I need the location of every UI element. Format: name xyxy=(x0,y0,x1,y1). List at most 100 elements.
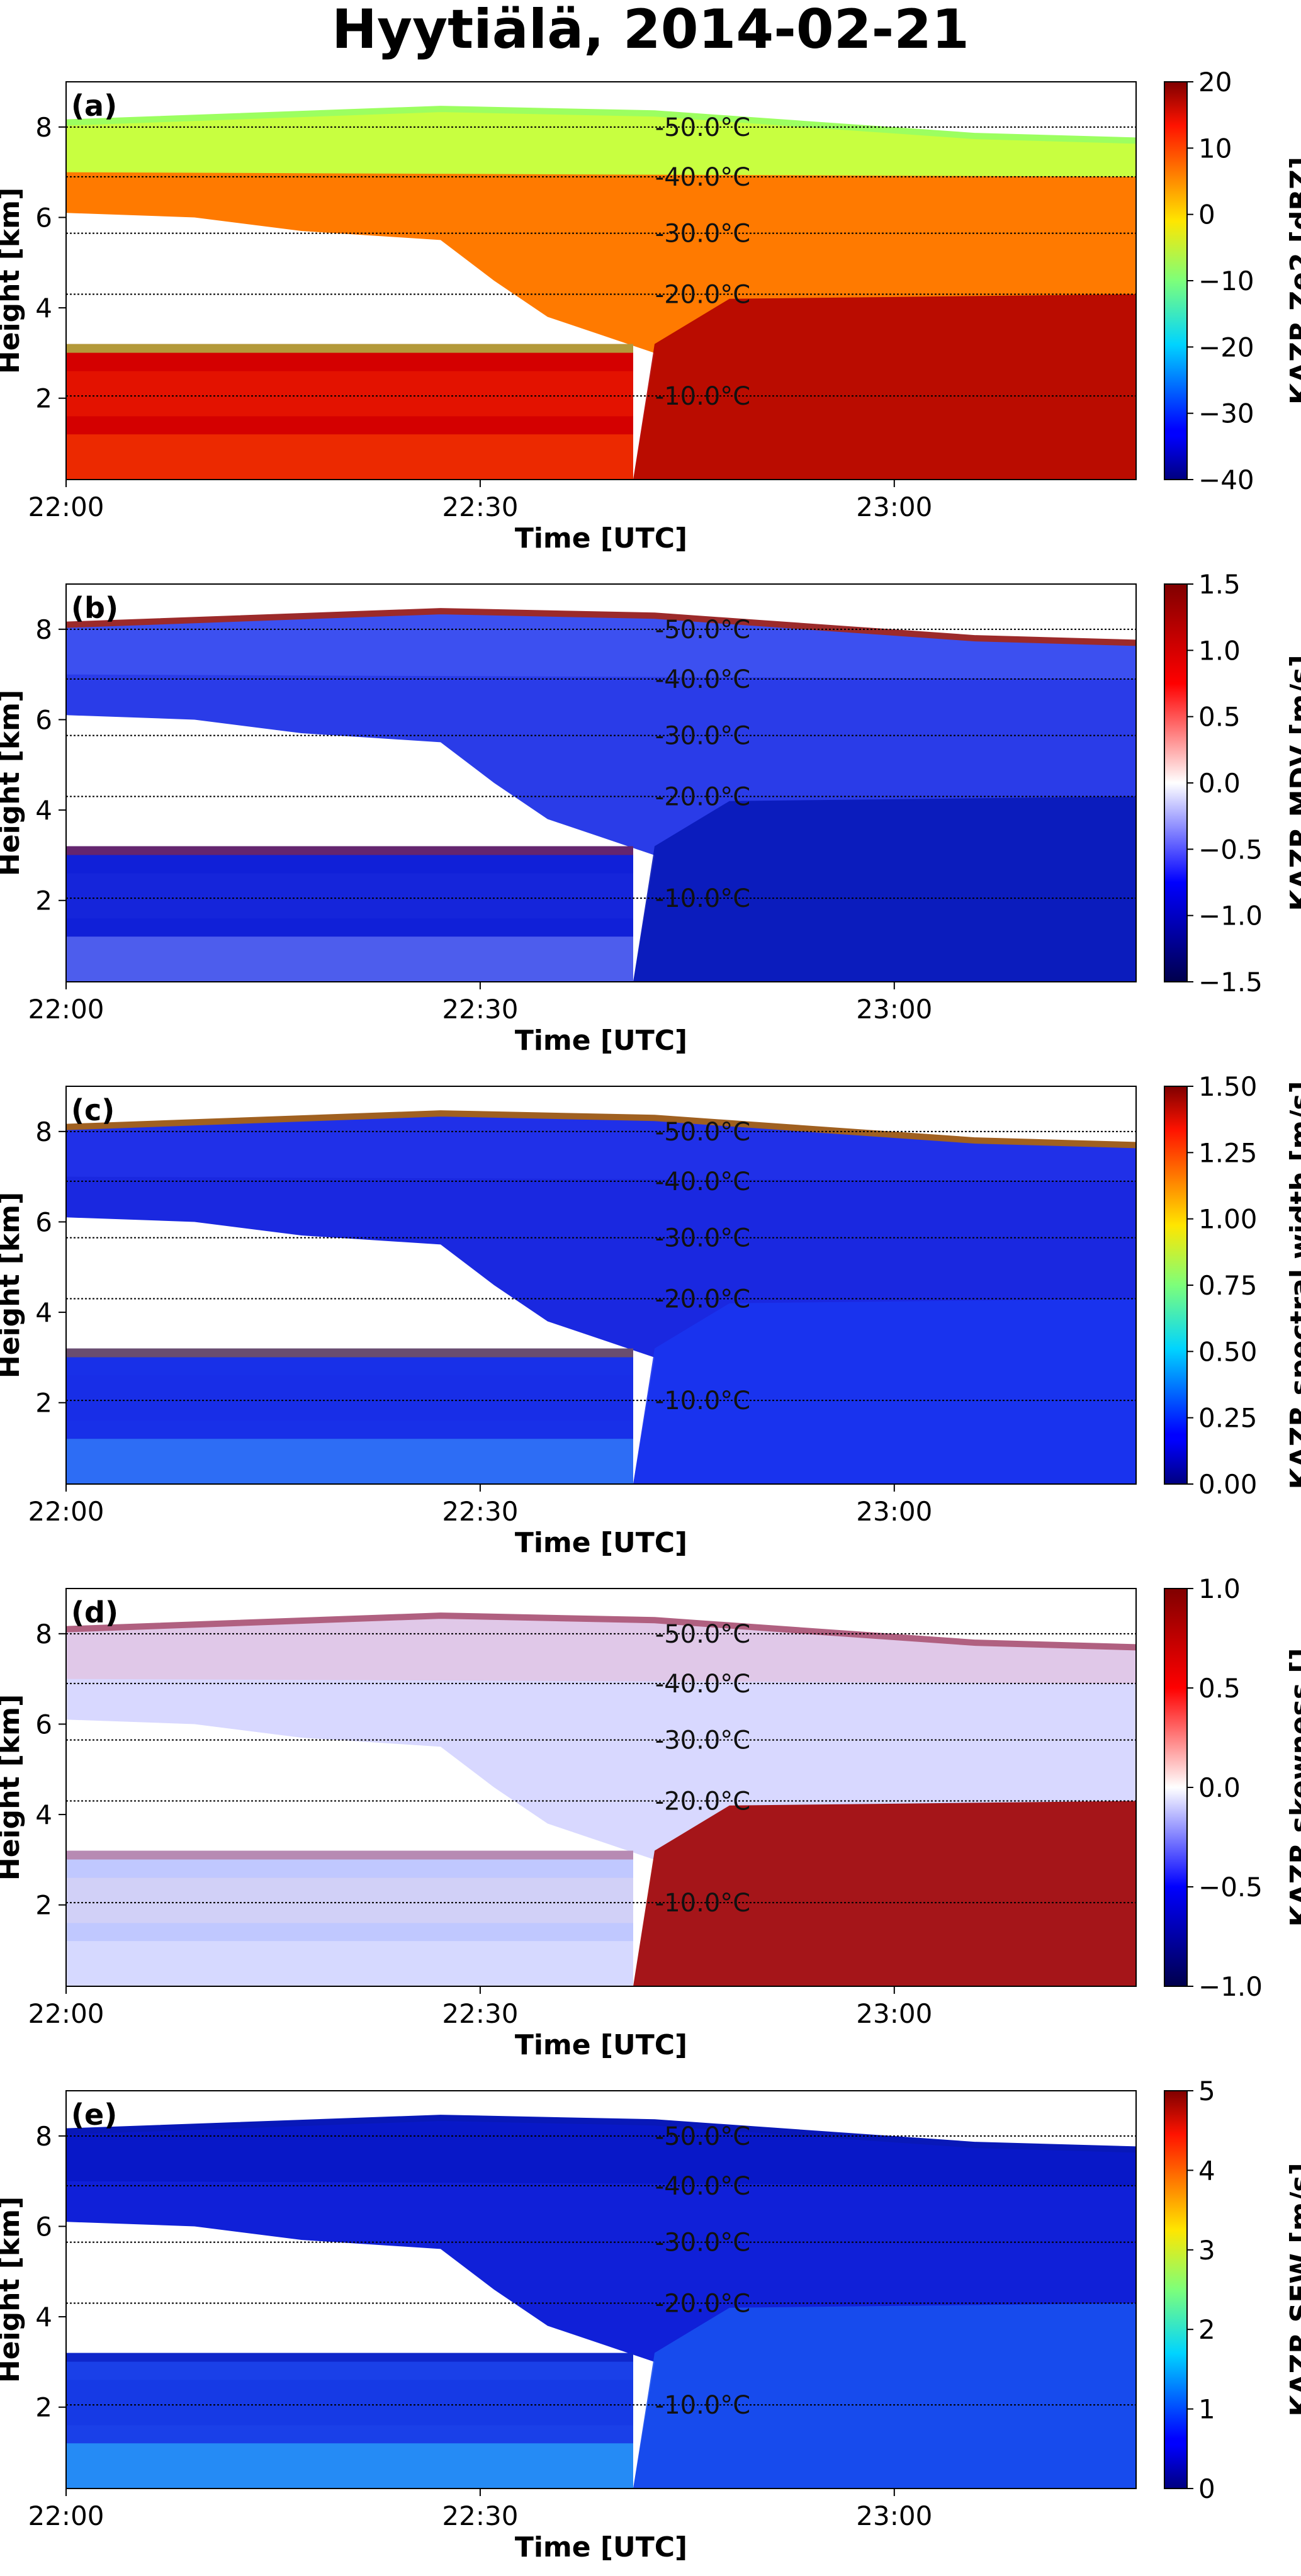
x-tick-label: 22:00 xyxy=(28,994,104,1025)
isotherm-label: -30.0°C xyxy=(655,2229,750,2258)
y-tick-label: 8 xyxy=(35,112,52,143)
y-tick-label: 4 xyxy=(35,1799,52,1830)
colorbar-tick-label: 1.0 xyxy=(1198,635,1241,666)
y-tick-label: 2 xyxy=(35,383,52,414)
isotherm-label: -40.0°C xyxy=(655,1167,750,1196)
y-axis-label: Height [km] xyxy=(0,1694,26,1881)
x-tick-label: 22:00 xyxy=(28,1998,104,2029)
y-tick-label: 2 xyxy=(35,886,52,916)
radar-field xyxy=(66,1086,1136,1484)
panel-d: -10.0°C -20.0°C -30.0°C -40.0°C -50.0°C (d) 2 4… xyxy=(0,1573,1301,2061)
axes-frame xyxy=(65,2090,1137,2489)
figure-title: Hyytiälä, 2014-02-21 xyxy=(332,0,969,61)
axes-frame xyxy=(65,81,1137,480)
y-tick-label: 8 xyxy=(35,1619,52,1650)
axes-frame xyxy=(65,1086,1137,1485)
panel-label: (e) xyxy=(71,2098,117,2132)
colorbar-tick-label: 5 xyxy=(1198,2076,1215,2106)
x-tick-label: 22:30 xyxy=(442,1998,518,2029)
y-tick-label: 4 xyxy=(35,293,52,323)
radar-field xyxy=(66,2091,1136,2489)
isotherm-label: -50.0°C xyxy=(655,616,750,644)
isotherm-label: -50.0°C xyxy=(655,113,750,142)
colorbar-tick-label: 10 xyxy=(1198,133,1232,164)
colorbar-tick-label: 0.5 xyxy=(1198,702,1241,733)
colorbar-label: KAZR skewness [] xyxy=(1285,1648,1301,1926)
y-axis-label: Height [km] xyxy=(0,1192,26,1378)
colorbar-tick-label: −1.5 xyxy=(1198,967,1263,998)
y-axis-label: Height [km] xyxy=(0,2196,26,2383)
x-axis-label: Time [UTC] xyxy=(515,522,687,554)
x-tick-label: 23:00 xyxy=(856,1998,932,2029)
x-tick-label: 22:00 xyxy=(28,1496,104,1527)
colorbar xyxy=(1164,1086,1188,1485)
colorbar-tick-label: −20 xyxy=(1198,332,1254,363)
radar-field xyxy=(66,82,1136,480)
panel-b: -10.0°C -20.0°C -30.0°C -40.0°C -50.0°C (b) 2 4… xyxy=(0,569,1301,1057)
colorbar-tick-label: 0.75 xyxy=(1198,1270,1258,1301)
x-axis-label: Time [UTC] xyxy=(515,1025,687,1057)
panel-label: (b) xyxy=(71,591,118,625)
isotherm-label: -10.0°C xyxy=(655,884,750,913)
panel-label: (d) xyxy=(71,1595,118,1629)
colorbar-tick-label: 0 xyxy=(1198,2473,1215,2504)
x-tick-label: 23:00 xyxy=(856,492,932,522)
y-tick-label: 4 xyxy=(35,1297,52,1328)
isotherm-label: -40.0°C xyxy=(655,163,750,192)
y-tick-label: 4 xyxy=(35,2302,52,2332)
isotherm-label: -20.0°C xyxy=(655,281,750,310)
colorbar-tick-label: 1.00 xyxy=(1198,1204,1258,1235)
colorbar xyxy=(1164,2090,1188,2489)
x-axis-label: Time [UTC] xyxy=(515,2531,687,2563)
isotherm-label: -50.0°C xyxy=(655,2122,750,2151)
colorbar xyxy=(1164,81,1188,480)
y-tick-label: 6 xyxy=(35,2211,52,2242)
x-tick-label: 22:30 xyxy=(442,1496,518,1527)
y-tick-label: 4 xyxy=(35,795,52,826)
panel-label: (a) xyxy=(71,89,117,123)
colorbar-tick-label: 1.5 xyxy=(1198,569,1241,600)
x-tick-label: 22:00 xyxy=(28,2500,104,2531)
isotherm-label: -30.0°C xyxy=(655,220,750,249)
colorbar-tick-label: −1.0 xyxy=(1198,1971,1263,2002)
x-tick-label: 23:00 xyxy=(856,994,932,1025)
panel-label: (c) xyxy=(71,1093,115,1127)
colorbar-tick-label: 1 xyxy=(1198,2394,1215,2425)
colorbar-tick-label: 1.0 xyxy=(1198,1573,1241,1604)
isotherm-label: -20.0°C xyxy=(655,1787,750,1816)
isotherm-label: -10.0°C xyxy=(655,382,750,411)
x-axis-label: Time [UTC] xyxy=(515,2029,687,2061)
y-tick-label: 6 xyxy=(35,202,52,233)
colorbar-tick-label: 0.50 xyxy=(1198,1336,1258,1367)
isotherm-label: -30.0°C xyxy=(655,1224,750,1253)
axes-frame xyxy=(65,583,1137,982)
colorbar-tick-label: −0.5 xyxy=(1198,1872,1263,1903)
isotherm-label: -20.0°C xyxy=(655,783,750,812)
y-tick-label: 6 xyxy=(35,704,52,735)
y-axis-label: Height [km] xyxy=(0,188,26,374)
colorbar-label: KAZR SEW [m/s] xyxy=(1285,2163,1301,2416)
isotherm-label: -40.0°C xyxy=(655,2172,750,2201)
x-tick-label: 22:30 xyxy=(442,994,518,1025)
panel-c: -10.0°C -20.0°C -30.0°C -40.0°C -50.0°C (c) 2 4… xyxy=(0,1071,1301,1559)
colorbar-tick-label: −10 xyxy=(1198,266,1254,296)
x-tick-label: 22:00 xyxy=(28,492,104,522)
y-tick-label: 8 xyxy=(35,1116,52,1147)
colorbar-label: KAZR Ze2 [dBZ] xyxy=(1285,157,1301,405)
y-tick-label: 2 xyxy=(35,2392,52,2423)
colorbar-tick-label: 3 xyxy=(1198,2235,1215,2266)
y-tick-label: 8 xyxy=(35,2121,52,2152)
isotherm-label: -30.0°C xyxy=(655,1726,750,1755)
panel-e: -10.0°C -20.0°C -30.0°C -40.0°C -50.0°C (e) 2 4… xyxy=(0,2076,1301,2563)
colorbar-tick-label: 0.25 xyxy=(1198,1403,1258,1434)
x-tick-label: 22:30 xyxy=(442,2500,518,2531)
x-tick-label: 22:30 xyxy=(442,492,518,522)
isotherm-label: -50.0°C xyxy=(655,1118,750,1147)
colorbar-tick-label: 4 xyxy=(1198,2155,1215,2186)
colorbar-tick-label: 0.00 xyxy=(1198,1469,1258,1500)
x-tick-label: 23:00 xyxy=(856,2500,932,2531)
x-tick-label: 23:00 xyxy=(856,1496,932,1527)
colorbar-tick-label: −30 xyxy=(1198,398,1254,429)
